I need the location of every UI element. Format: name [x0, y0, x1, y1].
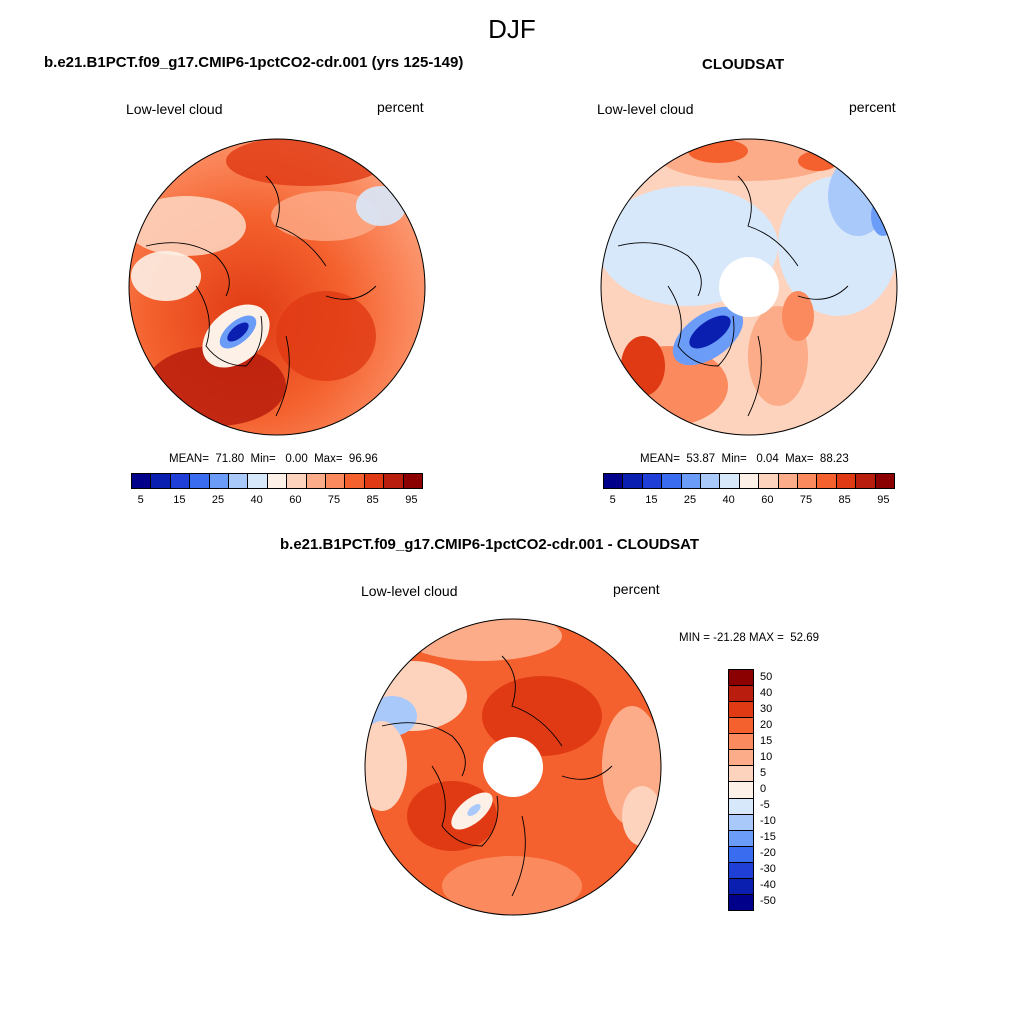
colorbar-tick-label: -20	[760, 847, 776, 859]
colorbar-tick-label: 75	[799, 494, 813, 506]
colorbar-box	[701, 474, 721, 488]
colorbar-box	[642, 474, 663, 488]
colorbar-box	[729, 830, 753, 847]
colorbar-box	[190, 474, 210, 488]
colorbar-tick-label: 60	[761, 494, 774, 506]
colorbar-tick-label: 15	[760, 735, 773, 747]
colorbar-tick-label: -50	[760, 895, 776, 907]
colorbar-box	[729, 718, 753, 735]
colorbar-box	[681, 474, 702, 488]
colorbar-box	[364, 474, 385, 488]
colorbar-box	[729, 846, 753, 863]
colorbar-tick-label: 85	[838, 494, 851, 506]
colorbar-box	[151, 474, 171, 488]
stats-model: MEAN= 71.80 Min= 0.00 Max= 96.96	[169, 453, 378, 465]
colorbar-box	[229, 474, 249, 488]
colorbar-cloudsat	[603, 473, 895, 489]
colorbar-box	[729, 862, 753, 879]
colorbar-box	[720, 474, 740, 488]
colorbar-tick-label: 20	[760, 719, 773, 731]
colorbar-ticks-cloudsat: 5 15 25 40 60 75 85 95	[603, 494, 893, 508]
panel-title-difference: b.e21.B1PCT.f09_g17.CMIP6-1pctCO2-cdr.00…	[280, 536, 700, 553]
units-label-model: percent	[377, 99, 424, 115]
stats-difference: MIN = -21.28 MAX = 52.69	[679, 632, 819, 644]
colorbar-tick-label: 15	[173, 494, 186, 506]
colorbar-tick-label: 25	[211, 494, 225, 506]
units-label-cloudsat: percent	[849, 99, 896, 115]
colorbar-tick-label: 30	[760, 702, 773, 715]
variable-label-difference: Low-level cloud	[361, 583, 458, 599]
colorbar-box	[345, 474, 365, 488]
colorbar-box	[729, 766, 753, 783]
colorbar-box	[623, 474, 643, 488]
colorbar-box	[739, 474, 760, 488]
colorbar-tick-label: 10	[760, 751, 773, 763]
colorbar-ticks-model: 5 15 25 40 60 75 85 95	[131, 494, 421, 508]
colorbar-tick-label: -5	[760, 799, 770, 811]
polar-map-model	[128, 138, 426, 436]
variable-label-model: Low-level cloud	[126, 101, 223, 117]
polar-map-cloudsat	[600, 138, 898, 436]
variable-label-cloudsat: Low-level cloud	[597, 101, 694, 117]
colorbar-box	[384, 474, 404, 488]
colorbar-box	[267, 474, 288, 488]
colorbar-box	[759, 474, 779, 488]
season-title: DJF	[488, 14, 536, 44]
panel-title-cloudsat: CLOUDSAT	[702, 56, 785, 73]
colorbar-box	[729, 702, 753, 719]
colorbar-tick-label: 5	[760, 767, 767, 779]
colorbar-box	[729, 686, 753, 703]
colorbar-box	[306, 474, 327, 488]
colorbar-tick-label: -40	[760, 879, 776, 891]
colorbar-box	[798, 474, 818, 488]
colorbar-tick-label: 75	[327, 494, 341, 506]
colorbar-box	[209, 474, 230, 488]
colorbar-tick-label: 95	[405, 494, 418, 506]
colorbar-tick-label: 5	[137, 494, 144, 506]
stats-cloudsat: MEAN= 53.87 Min= 0.04 Max= 88.23	[640, 453, 849, 465]
colorbar-box	[729, 878, 753, 895]
colorbar-box	[132, 474, 152, 488]
colorbar-box	[729, 734, 753, 751]
panel-title-model: b.e21.B1PCT.f09_g17.CMIP6-1pctCO2-cdr.00…	[44, 54, 464, 71]
colorbar-box	[729, 894, 753, 910]
colorbar-box	[287, 474, 307, 488]
colorbar-box	[729, 798, 753, 815]
colorbar-box	[729, 782, 753, 799]
colorbar-box	[729, 670, 753, 687]
colorbar-box	[604, 474, 624, 488]
colorbar-box	[856, 474, 876, 488]
colorbar-ticks-difference: 50 40 30 20 15 10 5 0 -5 -10 -15 -20 -30 -40 -50	[760, 669, 800, 909]
polar-map-difference	[364, 618, 662, 916]
colorbar-box	[817, 474, 837, 488]
colorbar-tick-label: 40	[760, 687, 773, 699]
colorbar-tick-label: -10	[760, 815, 776, 827]
colorbar-tick-label: -15	[760, 831, 776, 843]
colorbar-tick-label: 0	[760, 783, 767, 795]
colorbar-tick-label: 5	[609, 494, 616, 506]
colorbar-tick-label: 40	[722, 494, 735, 506]
colorbar-box	[778, 474, 799, 488]
colorbar-difference	[728, 669, 754, 911]
colorbar-box	[248, 474, 268, 488]
colorbar-tick-label: 60	[289, 494, 302, 506]
colorbar-box	[170, 474, 191, 488]
colorbar-tick-label: 85	[366, 494, 379, 506]
colorbar-box	[403, 474, 423, 488]
colorbar-tick-label: -30	[760, 863, 776, 875]
colorbar-box	[836, 474, 857, 488]
colorbar-tick-label: 50	[760, 671, 773, 683]
units-label-difference: percent	[613, 581, 660, 597]
colorbar-box	[729, 750, 753, 767]
colorbar-tick-label: 95	[877, 494, 890, 506]
colorbar-box	[326, 474, 346, 488]
colorbar-box	[729, 814, 753, 831]
colorbar-model	[131, 473, 423, 489]
colorbar-tick-label: 25	[683, 494, 697, 506]
colorbar-tick-label: 15	[645, 494, 658, 506]
colorbar-tick-label: 40	[250, 494, 263, 506]
colorbar-box	[662, 474, 682, 488]
colorbar-box	[875, 474, 895, 488]
